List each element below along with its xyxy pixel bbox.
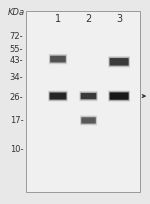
- FancyBboxPatch shape: [108, 91, 130, 102]
- Text: KDa: KDa: [8, 8, 25, 17]
- FancyBboxPatch shape: [80, 116, 97, 126]
- FancyBboxPatch shape: [49, 55, 67, 64]
- Text: 34-: 34-: [10, 72, 23, 81]
- FancyBboxPatch shape: [80, 116, 97, 125]
- Text: 72-: 72-: [10, 32, 23, 41]
- FancyBboxPatch shape: [80, 93, 97, 100]
- Text: 3: 3: [116, 14, 122, 24]
- FancyBboxPatch shape: [26, 12, 140, 192]
- FancyBboxPatch shape: [109, 58, 129, 67]
- FancyBboxPatch shape: [50, 93, 66, 100]
- FancyBboxPatch shape: [81, 117, 96, 125]
- FancyBboxPatch shape: [50, 57, 66, 63]
- Text: 17-: 17-: [10, 115, 23, 124]
- Text: 55-: 55-: [10, 44, 23, 53]
- FancyBboxPatch shape: [81, 118, 96, 124]
- FancyBboxPatch shape: [109, 58, 130, 68]
- FancyBboxPatch shape: [79, 92, 98, 102]
- FancyBboxPatch shape: [108, 57, 130, 68]
- FancyBboxPatch shape: [81, 93, 96, 100]
- FancyBboxPatch shape: [80, 92, 97, 101]
- FancyBboxPatch shape: [110, 59, 129, 66]
- Text: 10-: 10-: [10, 144, 23, 153]
- FancyBboxPatch shape: [110, 93, 129, 100]
- FancyBboxPatch shape: [109, 92, 129, 101]
- Text: 26-: 26-: [10, 92, 23, 101]
- Text: 43-: 43-: [10, 55, 23, 64]
- Text: 1: 1: [55, 14, 61, 24]
- FancyBboxPatch shape: [50, 56, 66, 64]
- FancyBboxPatch shape: [109, 92, 130, 102]
- FancyBboxPatch shape: [49, 92, 67, 101]
- FancyBboxPatch shape: [49, 55, 67, 65]
- FancyBboxPatch shape: [48, 91, 68, 102]
- FancyBboxPatch shape: [49, 93, 67, 101]
- Text: 2: 2: [85, 14, 92, 24]
